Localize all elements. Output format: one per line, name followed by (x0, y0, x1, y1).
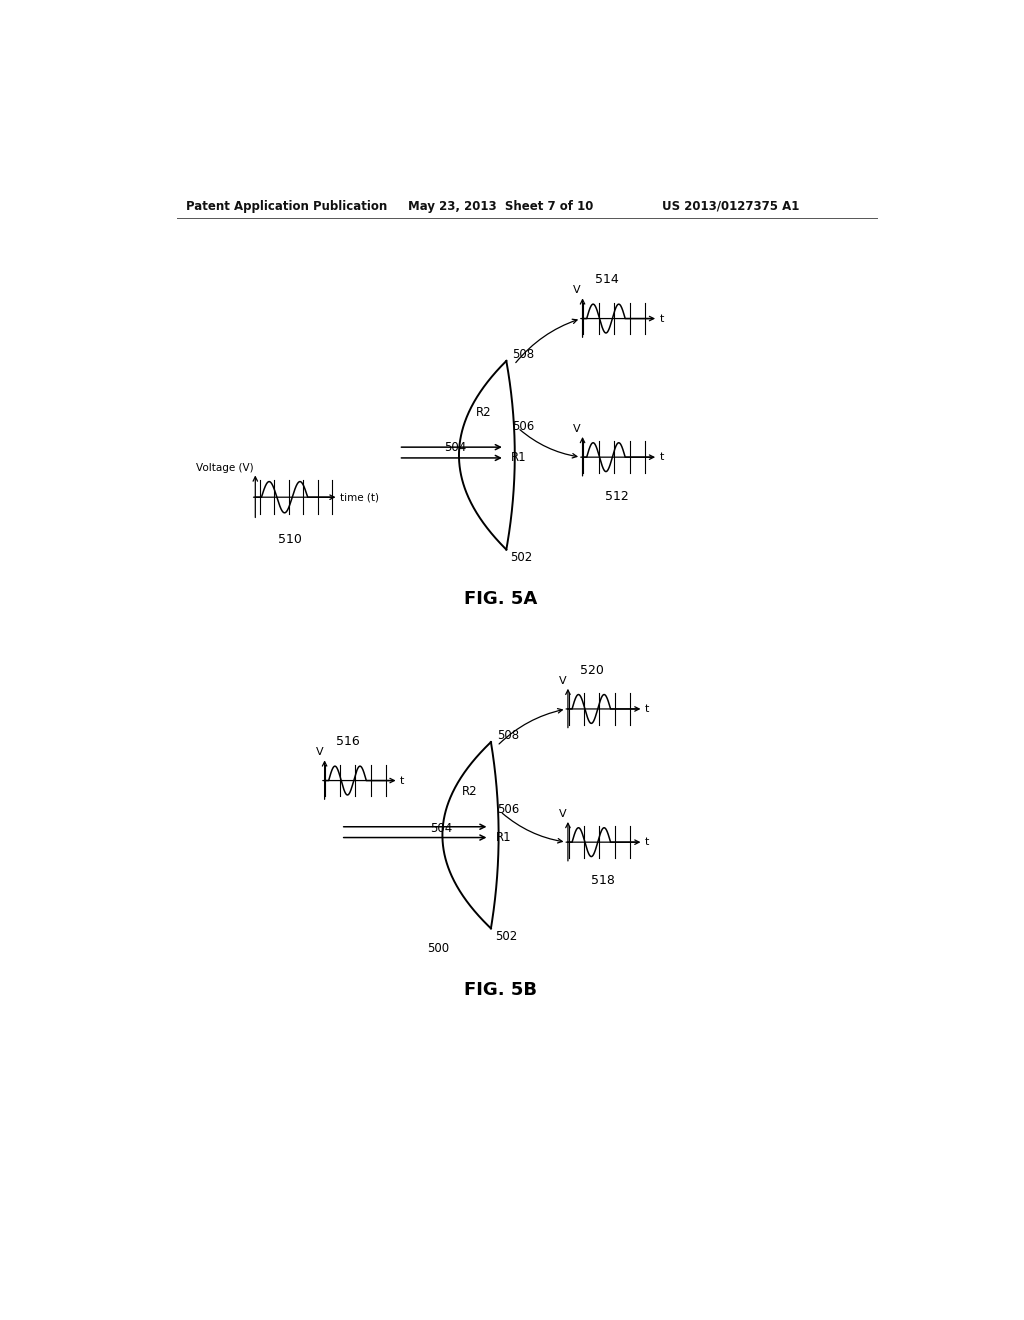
Text: t: t (645, 704, 649, 714)
Text: 512: 512 (605, 490, 629, 503)
Text: FIG. 5A: FIG. 5A (464, 590, 537, 607)
Text: US 2013/0127375 A1: US 2013/0127375 A1 (662, 199, 800, 213)
Text: 502: 502 (495, 929, 517, 942)
Text: 504: 504 (430, 822, 453, 834)
Text: 500: 500 (427, 942, 450, 956)
Text: V: V (573, 285, 581, 296)
Text: 516: 516 (337, 735, 360, 748)
Text: May 23, 2013  Sheet 7 of 10: May 23, 2013 Sheet 7 of 10 (408, 199, 593, 213)
Text: V: V (559, 809, 566, 818)
Text: 502: 502 (510, 552, 532, 564)
Text: 514: 514 (595, 273, 618, 286)
Text: t: t (400, 776, 404, 785)
Text: V: V (559, 676, 566, 686)
Text: R1: R1 (511, 450, 526, 463)
Text: FIG. 5B: FIG. 5B (464, 981, 537, 999)
Text: time (t): time (t) (340, 492, 379, 502)
Text: 504: 504 (444, 441, 466, 454)
Text: Voltage (V): Voltage (V) (197, 462, 254, 473)
Text: 520: 520 (581, 664, 604, 677)
Text: t: t (659, 453, 664, 462)
Text: R1: R1 (496, 832, 511, 843)
Text: 518: 518 (591, 875, 614, 887)
Text: 506: 506 (497, 803, 519, 816)
Text: V: V (315, 747, 323, 758)
Text: V: V (573, 424, 581, 434)
Text: t: t (645, 837, 649, 847)
Text: R2: R2 (462, 785, 477, 797)
Text: 510: 510 (278, 533, 302, 545)
Text: 508: 508 (512, 348, 535, 360)
Text: 506: 506 (512, 420, 535, 433)
Text: 508: 508 (497, 729, 519, 742)
Text: R2: R2 (475, 407, 492, 418)
Text: t: t (659, 314, 664, 323)
Text: Patent Application Publication: Patent Application Publication (186, 199, 387, 213)
